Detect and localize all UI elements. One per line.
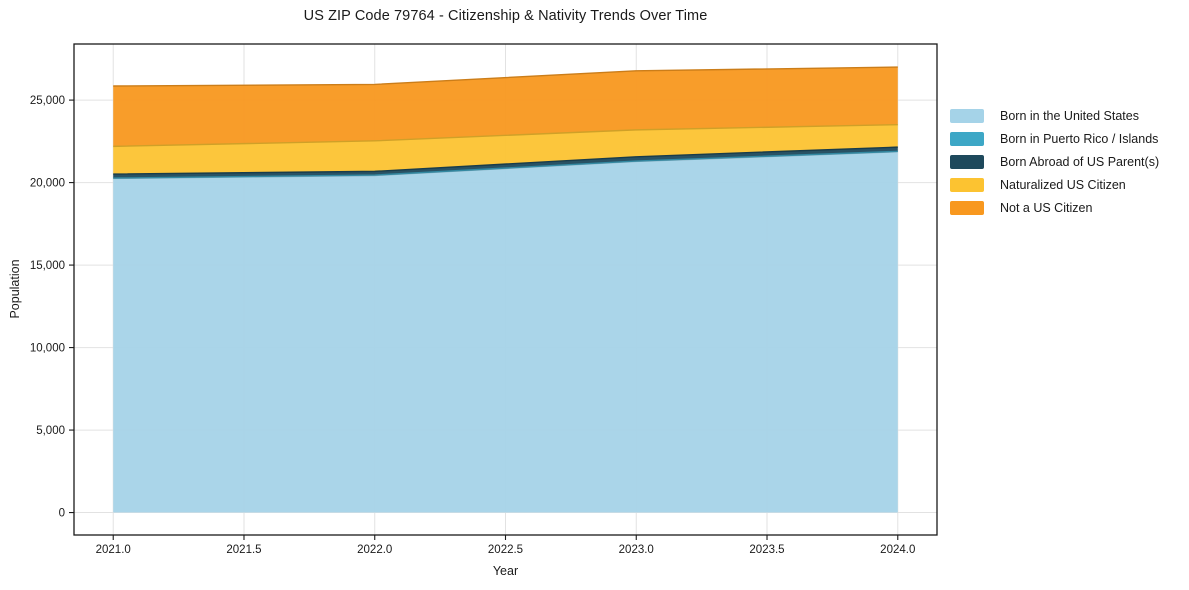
x-tick-label: 2022.5: [488, 544, 523, 556]
legend-swatch-not-a-us-citizen: [950, 200, 984, 215]
y-tick-label: 20,000: [30, 178, 65, 190]
boundary-not-a-us-citizen: [113, 66, 898, 87]
legend-label: Born in the United States: [1000, 108, 1139, 123]
y-tick-label: 25,000: [30, 95, 65, 107]
legend-swatch-born-abroad-of-us-parent-s: [950, 154, 984, 169]
legend-label: Not a US Citizen: [1000, 200, 1093, 215]
x-tick-label: 2024.0: [880, 544, 915, 556]
y-tick-label: 5,000: [36, 425, 65, 437]
y-tick-label: 10,000: [30, 343, 65, 355]
x-tick-label: 2022.0: [357, 544, 392, 556]
series-boundary-lines: [113, 66, 898, 180]
area-born-in-the-united-states: [113, 151, 898, 513]
legend-label: Naturalized US Citizen: [1000, 177, 1126, 192]
x-tick-label: 2021.5: [226, 544, 261, 556]
x-tick-label: 2021.0: [96, 544, 131, 556]
boundary-born-in-puerto-rico-islands: [113, 150, 898, 179]
legend-swatch-born-in-puerto-rico-islands: [950, 131, 984, 146]
chart-title: US ZIP Code 79764 - Citizenship & Nativi…: [303, 8, 708, 24]
legend: Born in the United States Born in Puerto …: [950, 104, 1159, 219]
legend-label: Born Abroad of US Parent(s): [1000, 154, 1160, 169]
y-tick-label: 0: [59, 508, 65, 520]
legend-item-born-in-the-united-states: Born in the United States: [950, 104, 1159, 127]
legend-label: Born in Puerto Rico / Islands: [1000, 131, 1159, 146]
area-not-a-us-citizen: [113, 67, 898, 147]
area-series: [113, 67, 898, 513]
legend-item-born-abroad-of-us-parent-s: Born Abroad of US Parent(s): [950, 150, 1159, 173]
legend-item-not-a-us-citizen: Not a US Citizen: [950, 196, 1159, 219]
legend-swatch-born-in-the-united-states: [950, 108, 984, 123]
boundary-born-abroad-of-us-parent-s: [113, 146, 898, 175]
x-axis-label: Year: [492, 564, 519, 578]
area-naturalized-us-citizen: [113, 124, 898, 175]
legend-swatch-naturalized-us-citizen: [950, 177, 984, 192]
x-tick-label: 2023.0: [619, 544, 654, 556]
legend-item-born-in-puerto-rico-islands: Born in Puerto Rico / Islands: [950, 127, 1159, 150]
boundary-naturalized-us-citizen: [113, 123, 898, 148]
legend-item-naturalized-us-citizen: Naturalized US Citizen: [950, 173, 1159, 196]
ticks: 2021.0 2021.5 2022.0 2022.5 2023.0 2023.5 2024…: [30, 95, 916, 556]
y-axis-label: Population: [8, 259, 22, 319]
x-tick-label: 2023.5: [749, 544, 784, 556]
y-tick-label: 15,000: [30, 260, 65, 272]
